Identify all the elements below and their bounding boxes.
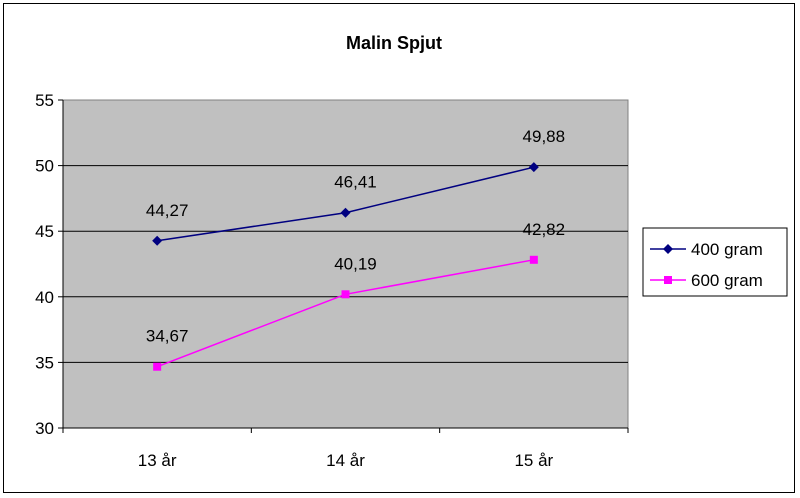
series-group — [152, 162, 539, 371]
y-tick-label-45: 45 — [35, 222, 54, 241]
point-400-gram-2 — [340, 207, 351, 218]
y-tick-label-35: 35 — [35, 353, 54, 372]
data-label-400-gram-1: 44,27 — [146, 201, 189, 220]
point-600-gram-1 — [153, 362, 162, 371]
legend-marker-diamond-icon — [663, 244, 673, 254]
point-400-gram-3 — [528, 162, 539, 173]
legend-box — [642, 227, 788, 297]
legend-item-600-gram: 600 gram — [650, 271, 763, 290]
data-labels: 44,27 46,41 49,88 34,67 40,19 42,82 — [146, 127, 565, 346]
point-400-gram-1 — [152, 235, 163, 246]
y-tick-label-30: 30 — [35, 419, 54, 438]
y-tick-label-55: 55 — [35, 91, 54, 110]
legend: 400 gram 600 gram — [642, 227, 788, 297]
point-600-gram-2 — [341, 290, 350, 299]
data-label-600-gram-2: 40,19 — [334, 254, 377, 273]
x-tick-label-3: 15 år — [514, 451, 553, 470]
x-tick-label-2: 14 år — [326, 451, 365, 470]
axes: 30 35 40 45 50 55 13 år 14 år 15 år — [35, 91, 629, 470]
data-label-600-gram-3: 42,82 — [523, 220, 566, 239]
x-tick-label-1: 13 år — [138, 451, 177, 470]
legend-label-400-gram: 400 gram — [691, 240, 763, 259]
chart-title: Malin Spjut — [346, 33, 442, 53]
data-label-400-gram-3: 49,88 — [523, 127, 566, 146]
data-label-400-gram-2: 46,41 — [334, 173, 377, 192]
y-tick-label-50: 50 — [35, 157, 54, 176]
y-tick-label-40: 40 — [35, 288, 54, 307]
legend-item-400-gram: 400 gram — [650, 240, 763, 259]
legend-label-600-gram: 600 gram — [691, 271, 763, 290]
legend-marker-square-icon — [664, 276, 672, 284]
data-label-600-gram-1: 34,67 — [146, 327, 189, 346]
plot-area — [62, 99, 629, 429]
point-600-gram-3 — [529, 255, 538, 264]
